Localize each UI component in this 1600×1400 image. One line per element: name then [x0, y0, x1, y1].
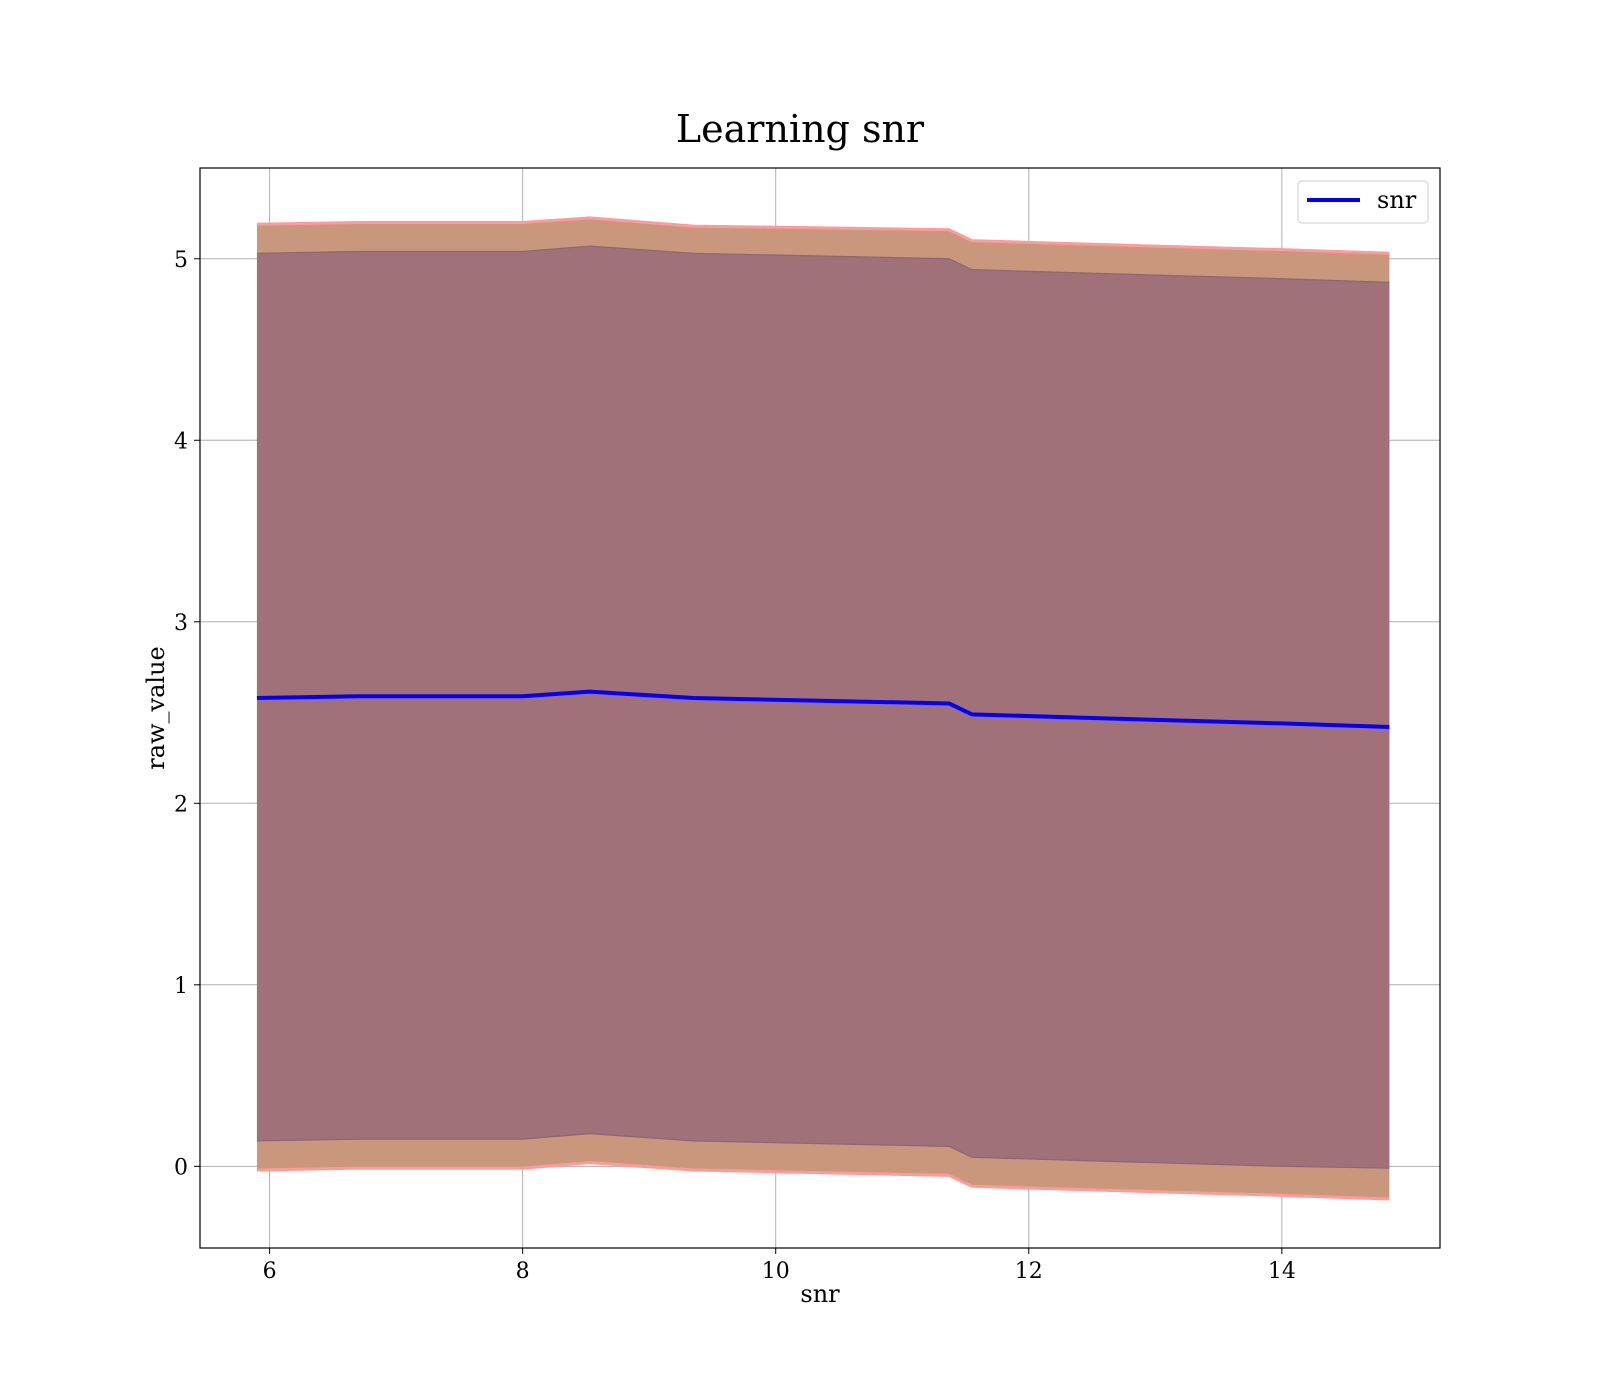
plot-frame [199, 167, 1441, 1249]
y-tick-label: 3 [174, 611, 188, 636]
outer-band-lower-edge [256, 1161, 1390, 1201]
y-tick-label: 4 [174, 429, 188, 454]
chart-title: Learning snr [676, 107, 925, 151]
legend: snr [1297, 180, 1429, 224]
legend-label-snr: snr [1377, 186, 1417, 214]
x-tick-label: 10 [762, 1259, 790, 1284]
x-tick-label: 14 [1268, 1259, 1296, 1284]
inner-band [256, 246, 1390, 1169]
inner-band-upper-edge [256, 245, 1390, 283]
outer-band-upper-edge [256, 216, 1390, 255]
legend-box [1297, 180, 1429, 224]
y-tick-label: 1 [174, 974, 188, 999]
x-tick-label: 12 [1015, 1259, 1043, 1284]
x-tick-label: 8 [516, 1259, 530, 1284]
y-tick-label: 5 [174, 248, 188, 273]
x-axis-label: snr [800, 1280, 840, 1308]
x-tick-label: 6 [263, 1259, 277, 1284]
series-line-snr [256, 689, 1390, 730]
y-axis-label: raw_value [142, 646, 170, 770]
lines [256, 689, 1390, 730]
y-tick-label: 2 [174, 792, 188, 817]
inner-band-lower-edge [256, 1133, 1390, 1169]
y-tick-label: 0 [174, 1155, 188, 1180]
bands [256, 216, 1390, 1201]
